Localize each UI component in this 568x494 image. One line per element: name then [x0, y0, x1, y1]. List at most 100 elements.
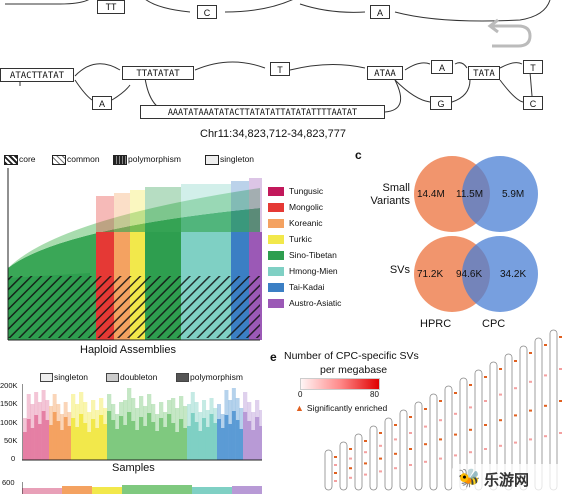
panel-e-label: e: [270, 350, 277, 364]
sample-bar-single: [209, 398, 214, 414]
sv-marker: [424, 443, 427, 446]
sample-bar-poly: [23, 432, 28, 460]
sample-bar-poly: [209, 414, 214, 460]
scale-max: 80: [370, 390, 379, 399]
singleton-swatch-d: [40, 373, 53, 382]
sv-marker: [469, 428, 472, 431]
sample-bar-single: [239, 408, 244, 429]
legend-common: common: [67, 154, 100, 164]
sample-bar-single: [63, 402, 68, 417]
sample-bar-poly: [115, 429, 120, 460]
sample-bar-single: [107, 394, 112, 411]
sample-bar-single: [37, 402, 42, 424]
sample-bar-poly: [131, 421, 136, 460]
sv-marker: [514, 441, 517, 444]
core-swatch: [4, 155, 18, 165]
legend-d-polymorphism: polymorphism: [190, 372, 243, 382]
sample-bar-poly: [49, 425, 53, 460]
legend-label: Turkic: [289, 234, 312, 244]
sv-marker: [469, 451, 472, 454]
sample-bar-single: [45, 400, 50, 420]
sv-marker: [439, 457, 442, 460]
singleton-swatch: [205, 155, 219, 165]
sv-marker: [364, 451, 367, 454]
sample-bar-poly: [175, 432, 180, 460]
sv-marker: [424, 460, 427, 463]
sv-marker: [469, 406, 472, 409]
sample-bar-poly: [247, 421, 252, 460]
sample-bar-poly: [123, 425, 128, 460]
sample-bar-poly: [159, 418, 164, 460]
ytick-100k: 100K: [0, 418, 18, 427]
chromosome: [339, 441, 348, 491]
sv-marker: [514, 360, 517, 362]
sample-bar-poly: [143, 426, 148, 460]
venn-small-cpc: [462, 156, 538, 232]
panel-e-title-1: Number of CPC-specific SVs: [284, 350, 419, 362]
pangenome-graph-svg: [5, 0, 551, 113]
sample-bar-single: [155, 414, 160, 431]
chromosome: [429, 393, 438, 491]
legend-item-austro-asiatic: Austro-Asiatic: [268, 298, 341, 308]
graph-node-a-top: A: [370, 5, 390, 19]
sample-bar-poly: [37, 424, 42, 460]
sample-bar-single: [205, 410, 210, 427]
sv-marker: [499, 368, 502, 370]
sample-bar-poly: [119, 416, 124, 460]
sv-marker: [499, 393, 502, 396]
sample-bar-single: [41, 390, 46, 411]
sample-bar-poly: [255, 417, 260, 460]
legend-swatch: [268, 186, 284, 196]
watermark-text: 乐游网: [484, 472, 530, 489]
sv-marker: [544, 435, 547, 438]
sv-marker: [424, 425, 427, 428]
chromosome: [444, 385, 453, 491]
sample-bar-single: [213, 408, 218, 423]
sample-bar-single: [60, 414, 64, 430]
sample-bar-single: [190, 392, 195, 413]
genomic-coordinate: Chr11:34,823,712-34,823,777: [200, 128, 346, 140]
sv-marker: [349, 476, 352, 479]
sample-bar-poly: [103, 424, 108, 460]
enriched-label: Significantly enriched: [306, 403, 388, 413]
venn-sv-cpc: [462, 236, 538, 312]
sample-bar-poly: [41, 411, 46, 460]
legend-polymorphism: polymorphism: [128, 154, 181, 164]
sample-bar-single: [217, 404, 222, 419]
sample-bar-single: [30, 404, 35, 428]
sv-marker: [454, 454, 457, 457]
sample-bar-single: [49, 406, 53, 425]
chromosome: [399, 409, 408, 491]
legend-label: Austro-Asiatic: [289, 298, 342, 308]
sample-bar-poly: [202, 418, 207, 460]
sv-marker: [559, 432, 562, 434]
graph-node-ataa: ATAA: [367, 66, 403, 80]
sample-bar-poly: [205, 427, 210, 460]
sample-bar-single: [235, 398, 240, 420]
sv-marker: [379, 470, 382, 473]
sv-marker: [394, 424, 397, 426]
sample-bar-single: [99, 398, 104, 415]
legend-core: core: [19, 154, 36, 164]
sv-marker: [529, 438, 532, 441]
sample-bar-poly: [67, 426, 72, 460]
sample-bar-poly: [187, 426, 192, 460]
sample-bar-single: [251, 412, 256, 430]
sample-bar-single: [103, 408, 108, 424]
sample-bar-poly: [147, 413, 152, 460]
sample-bar-single: [255, 400, 260, 417]
sv-marker: [544, 344, 547, 346]
sv-marker: [349, 457, 352, 460]
legend-item-hmong-mien: Hmong-Mien: [268, 266, 338, 276]
sample-bar-single: [187, 404, 192, 426]
sample-bar-poly: [190, 413, 195, 460]
sample-bar-single: [167, 400, 172, 414]
doubleton-swatch-d: [106, 373, 119, 382]
graph-node-seq-2: TTATATAT: [122, 66, 194, 80]
sample-bar-single: [220, 414, 225, 428]
sample-bar-poly: [259, 426, 262, 460]
sample-bar-single: [52, 394, 57, 412]
sv-marker: [454, 392, 457, 394]
sv-marker: [484, 400, 487, 402]
legend-item-mongolic: Mongolic: [268, 202, 323, 212]
